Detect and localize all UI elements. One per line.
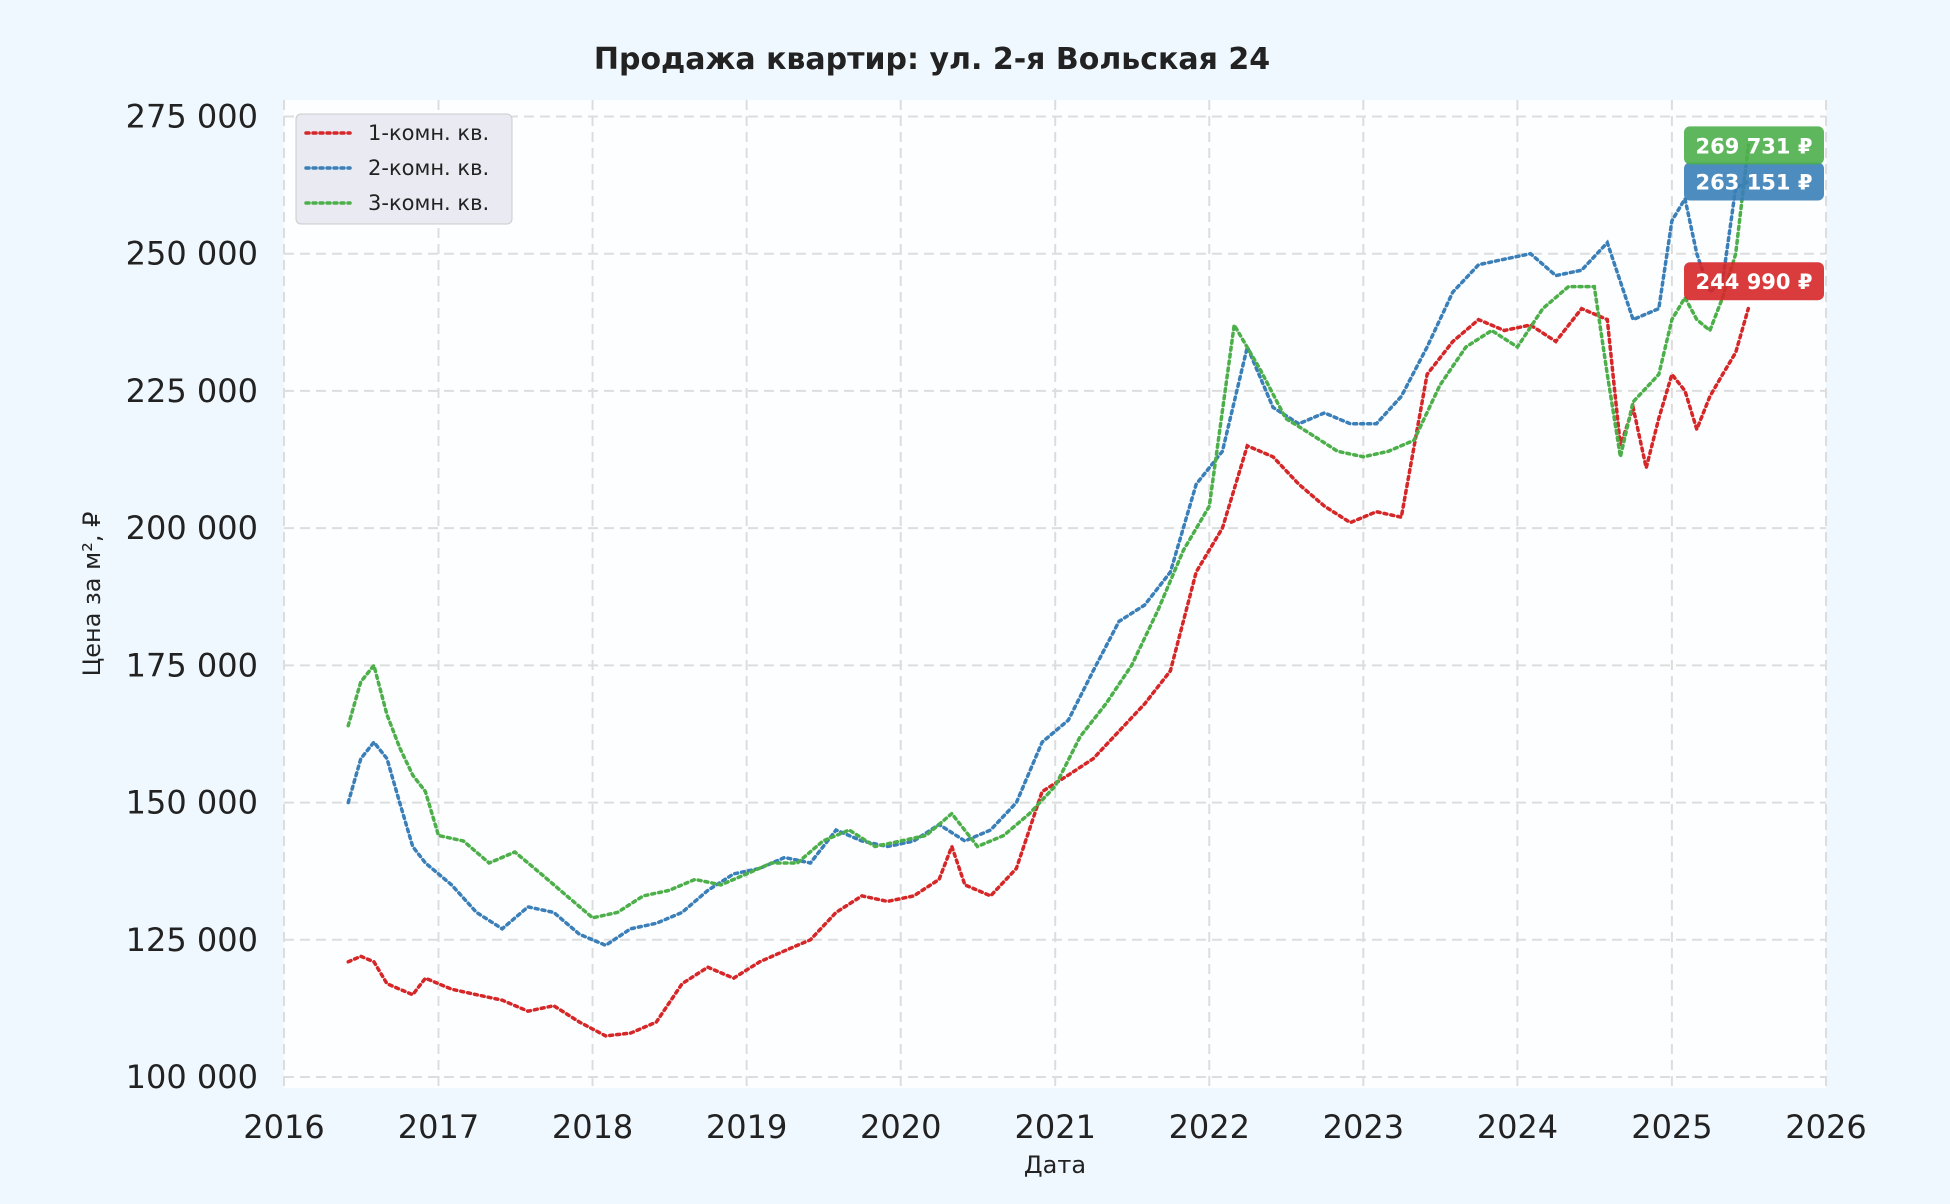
legend-label: 3-комн. кв. <box>368 191 489 215</box>
series-line-3 <box>346 143 1751 920</box>
series-line-1 <box>346 306 1751 1038</box>
x-tick-label: 2016 <box>243 1108 324 1146</box>
x-tick-label: 2026 <box>1785 1108 1866 1146</box>
end-label-badge <box>1684 162 1824 201</box>
end-label-badge <box>1684 262 1824 301</box>
end-value-label: 263 151 ₽ <box>1696 171 1813 195</box>
y-tick-label: 125 000 <box>126 921 258 959</box>
legend-label: 1-комн. кв. <box>368 121 489 145</box>
y-tick-label: 150 000 <box>126 784 258 822</box>
y-axis-label: Цена за м², ₽ <box>78 512 106 677</box>
end-label-badge <box>1684 126 1824 165</box>
x-tick-label: 2017 <box>398 1108 479 1146</box>
legend: 1-комн. кв. 2-комн. кв. 3-комн. кв. <box>295 113 513 225</box>
end-value-labels: 244 990 ₽ 263 151 ₽ 269 731 ₽ <box>1684 126 1824 301</box>
y-tick-label: 200 000 <box>126 509 258 547</box>
legend-box <box>295 113 513 225</box>
series-lines <box>346 143 1751 1038</box>
y-axis-ticks: 100 000 125 000 150 000 175 000 200 000 225 0… <box>126 97 258 1096</box>
x-tick-label: 2023 <box>1323 1108 1404 1146</box>
series-line-2 <box>346 179 1751 948</box>
x-tick-label: 2024 <box>1477 1108 1558 1146</box>
chart-title: Продажа квартир: ул. 2-я Вольская 24 <box>594 42 1270 77</box>
x-axis-ticks: 2016 2017 2018 2019 2020 2021 2022 2023 2024 2025… <box>243 1108 1866 1146</box>
legend-label: 2-комн. кв. <box>368 156 489 180</box>
end-value-label: 244 990 ₽ <box>1696 270 1813 294</box>
x-tick-label: 2021 <box>1014 1108 1095 1146</box>
x-tick-label: 2018 <box>552 1108 633 1146</box>
y-tick-label: 225 000 <box>126 372 258 410</box>
x-tick-label: 2020 <box>860 1108 941 1146</box>
end-value-label: 269 731 ₽ <box>1696 134 1813 158</box>
x-tick-label: 2025 <box>1631 1108 1712 1146</box>
y-tick-label: 175 000 <box>126 646 258 684</box>
y-tick-label: 250 000 <box>126 235 258 273</box>
x-tick-label: 2019 <box>706 1108 787 1146</box>
grid <box>283 100 1827 1088</box>
x-tick-label: 2022 <box>1169 1108 1250 1146</box>
y-tick-label: 275 000 <box>126 97 258 135</box>
y-tick-label: 100 000 <box>126 1058 258 1096</box>
x-axis-label: Дата <box>1024 1151 1086 1179</box>
